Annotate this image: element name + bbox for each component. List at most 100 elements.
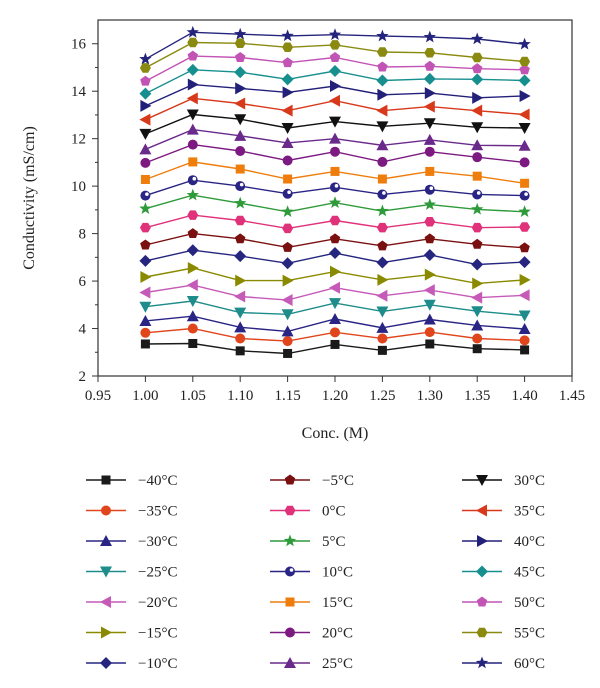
series-5 (140, 262, 531, 290)
data-point (471, 258, 484, 271)
legend-marker (475, 656, 489, 669)
data-point (282, 223, 294, 234)
data-point (235, 82, 247, 95)
data-point (518, 289, 530, 302)
data-point (472, 91, 484, 104)
data-point (471, 319, 484, 331)
x-tick-label: 1.00 (132, 388, 158, 404)
data-point (328, 196, 342, 209)
series-3 (139, 296, 531, 322)
legend-item: −40°C (86, 473, 177, 489)
data-point (140, 157, 151, 168)
data-point (234, 215, 246, 226)
data-point (139, 222, 151, 233)
data-point (187, 175, 198, 186)
data-point (186, 63, 199, 76)
data-point (520, 345, 530, 355)
data-point (234, 66, 247, 79)
data-point (518, 139, 531, 151)
data-point (471, 238, 483, 249)
legend-label: 0°C (322, 504, 346, 520)
x-tick-label: 0.95 (85, 388, 111, 404)
legend-item: 40°C (462, 534, 545, 550)
data-point (329, 298, 341, 310)
legend-item: −30°C (86, 534, 177, 550)
legend-label: −5°C (322, 473, 354, 489)
data-point (471, 122, 484, 134)
series-12 (140, 139, 530, 168)
series-19 (139, 37, 531, 73)
data-point (281, 309, 294, 321)
legend-item: −15°C (86, 626, 177, 642)
data-point (139, 202, 152, 214)
legend-label: −10°C (138, 656, 177, 672)
data-point (234, 38, 246, 49)
data-point (281, 325, 294, 337)
legend-label: 10°C (322, 565, 353, 581)
data-point (186, 123, 199, 135)
marker-body (424, 184, 435, 195)
data-point (377, 189, 388, 200)
data-point (424, 146, 435, 157)
legend-marker (284, 505, 296, 516)
data-point (376, 139, 389, 151)
data-point (425, 339, 435, 349)
series-2 (139, 310, 531, 337)
data-point (282, 42, 294, 53)
data-point (139, 254, 152, 267)
data-point (330, 265, 341, 278)
legend-marker (476, 504, 487, 517)
data-point (283, 174, 293, 184)
data-point (186, 92, 198, 105)
legend-marker (101, 505, 111, 516)
data-point (424, 268, 436, 281)
data-point (329, 313, 341, 325)
legend-label: 15°C (322, 595, 353, 611)
data-point (187, 37, 199, 48)
x-tick-label: 1.20 (322, 388, 348, 404)
data-point (235, 274, 247, 287)
series-20 (139, 25, 531, 65)
legend-item: 0°C (270, 504, 346, 520)
data-point (234, 114, 247, 126)
data-point (329, 132, 341, 144)
data-point (424, 47, 436, 58)
data-point (234, 233, 246, 244)
data-point (188, 157, 198, 167)
data-point (518, 310, 531, 322)
data-point (328, 28, 342, 40)
legend-marker (285, 566, 295, 577)
x-tick-label: 1.30 (417, 388, 443, 404)
data-point (519, 190, 530, 201)
x-tick-label: 1.45 (559, 388, 585, 404)
data-point (471, 73, 484, 86)
data-point (376, 104, 388, 117)
data-point (140, 327, 151, 338)
data-point (282, 241, 293, 252)
marker-highlight (429, 186, 434, 190)
series-10 (140, 175, 530, 201)
data-point (519, 335, 530, 346)
data-point (281, 104, 293, 117)
x-axis-label: Conc. (M) (302, 425, 369, 442)
data-point (329, 247, 341, 260)
marker-body (377, 189, 388, 200)
data-point (329, 233, 341, 244)
legend-marker (283, 534, 297, 547)
data-point (234, 250, 247, 263)
data-point (187, 210, 199, 220)
data-point (377, 273, 389, 286)
data-point (518, 205, 531, 218)
data-point (518, 323, 531, 335)
data-point (519, 89, 531, 102)
legend-item: 30°C (462, 473, 545, 489)
legend-label: 20°C (322, 626, 353, 642)
data-point (423, 198, 436, 210)
data-point (518, 37, 531, 50)
data-point (519, 56, 531, 67)
legend-marker (477, 535, 488, 547)
axes-layer: 0.95 1.00 1.05 1.10 1.15 1.20 1.25 1.30 1.35 1.40… (71, 37, 585, 404)
y-tick-label: 16 (71, 37, 87, 53)
legend-item: −35°C (86, 504, 177, 520)
data-point (281, 257, 294, 270)
